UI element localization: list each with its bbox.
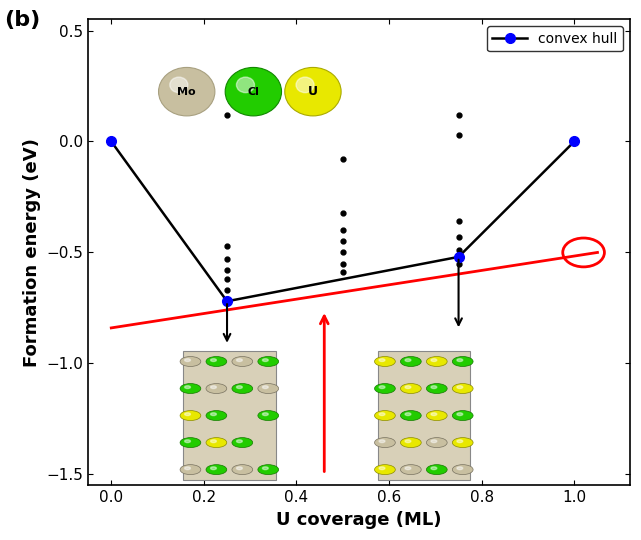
Circle shape (185, 359, 190, 361)
Circle shape (262, 386, 268, 389)
Circle shape (426, 383, 447, 394)
Circle shape (453, 464, 473, 475)
Line: convex hull: convex hull (106, 137, 579, 306)
Circle shape (170, 77, 188, 93)
Circle shape (379, 359, 385, 361)
Circle shape (453, 410, 473, 421)
Legend: convex hull: convex hull (487, 26, 623, 51)
Circle shape (180, 464, 201, 475)
Circle shape (457, 386, 463, 389)
Circle shape (206, 437, 227, 448)
Circle shape (431, 386, 437, 389)
Circle shape (211, 413, 217, 416)
Circle shape (158, 68, 215, 116)
convex hull (223, 298, 231, 305)
Circle shape (206, 410, 227, 421)
Circle shape (206, 383, 227, 394)
Circle shape (185, 467, 190, 470)
Y-axis label: Formation energy (eV): Formation energy (eV) (23, 138, 41, 367)
Circle shape (453, 383, 473, 394)
Circle shape (431, 413, 437, 416)
Bar (183, 351, 276, 480)
Circle shape (401, 437, 421, 448)
Circle shape (431, 359, 437, 361)
Circle shape (262, 413, 268, 416)
Circle shape (405, 413, 411, 416)
Circle shape (426, 410, 447, 421)
Circle shape (374, 410, 395, 421)
Text: U: U (308, 85, 318, 98)
Circle shape (401, 356, 421, 367)
Circle shape (405, 440, 411, 443)
Circle shape (185, 413, 190, 416)
Circle shape (374, 437, 395, 448)
Circle shape (258, 464, 279, 475)
Circle shape (401, 464, 421, 475)
Circle shape (457, 440, 463, 443)
Circle shape (426, 437, 447, 448)
Circle shape (237, 359, 242, 361)
Circle shape (426, 464, 447, 475)
Circle shape (180, 437, 201, 448)
Circle shape (211, 359, 217, 361)
Circle shape (379, 386, 385, 389)
Circle shape (206, 464, 227, 475)
Circle shape (374, 356, 395, 367)
Circle shape (457, 413, 463, 416)
Circle shape (453, 437, 473, 448)
Circle shape (296, 77, 314, 93)
Circle shape (237, 386, 242, 389)
convex hull (570, 138, 578, 145)
Circle shape (211, 440, 217, 443)
Circle shape (185, 386, 190, 389)
Circle shape (405, 467, 411, 470)
Circle shape (211, 386, 217, 389)
Circle shape (374, 383, 395, 394)
Circle shape (232, 437, 253, 448)
Circle shape (258, 383, 279, 394)
Circle shape (453, 356, 473, 367)
Circle shape (401, 383, 421, 394)
convex hull (108, 138, 115, 145)
Circle shape (232, 383, 253, 394)
Circle shape (225, 68, 281, 116)
Circle shape (258, 356, 279, 367)
Circle shape (379, 440, 385, 443)
Circle shape (285, 68, 341, 116)
Circle shape (426, 356, 447, 367)
Circle shape (431, 440, 437, 443)
Circle shape (405, 386, 411, 389)
Circle shape (180, 410, 201, 421)
Circle shape (211, 467, 217, 470)
Circle shape (379, 413, 385, 416)
Circle shape (180, 383, 201, 394)
Circle shape (185, 440, 190, 443)
Circle shape (232, 356, 253, 367)
Circle shape (401, 410, 421, 421)
Text: (b): (b) (4, 10, 40, 30)
Circle shape (405, 359, 411, 361)
Circle shape (258, 410, 279, 421)
Circle shape (206, 356, 227, 367)
Circle shape (232, 464, 253, 475)
convex hull (454, 254, 462, 260)
Circle shape (262, 467, 268, 470)
Circle shape (379, 467, 385, 470)
Circle shape (457, 467, 463, 470)
Circle shape (237, 440, 242, 443)
Circle shape (431, 467, 437, 470)
X-axis label: U coverage (ML): U coverage (ML) (276, 511, 442, 529)
Circle shape (457, 359, 463, 361)
Text: Cl: Cl (247, 86, 260, 97)
Circle shape (262, 359, 268, 361)
Circle shape (374, 464, 395, 475)
Circle shape (180, 356, 201, 367)
Bar (378, 351, 470, 480)
Circle shape (237, 467, 242, 470)
Text: Mo: Mo (178, 86, 196, 97)
Circle shape (237, 77, 254, 93)
